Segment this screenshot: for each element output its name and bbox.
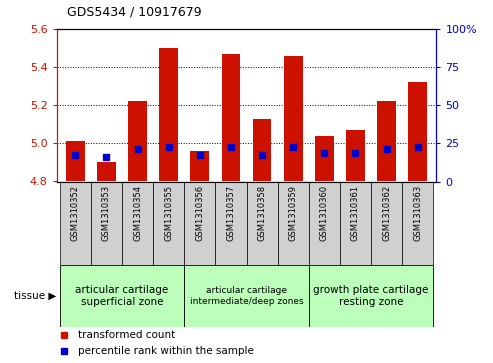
Text: GSM1310355: GSM1310355	[164, 185, 173, 241]
Text: GSM1310363: GSM1310363	[413, 185, 422, 241]
Text: growth plate cartilage
resting zone: growth plate cartilage resting zone	[313, 285, 428, 307]
Bar	[60, 182, 91, 265]
Text: GSM1310361: GSM1310361	[351, 185, 360, 241]
Text: GSM1310354: GSM1310354	[133, 185, 142, 241]
Bar	[184, 265, 309, 327]
Bar	[97, 162, 116, 182]
Bar	[222, 54, 240, 182]
Bar	[278, 182, 309, 265]
Bar	[402, 182, 433, 265]
Text: GSM1310352: GSM1310352	[71, 185, 80, 241]
Text: GDS5434 / 10917679: GDS5434 / 10917679	[67, 5, 201, 18]
Bar	[309, 265, 433, 327]
Bar	[246, 182, 278, 265]
Text: tissue ▶: tissue ▶	[14, 291, 57, 301]
Bar	[91, 182, 122, 265]
Bar	[128, 101, 147, 182]
Bar	[284, 56, 303, 182]
Bar	[153, 182, 184, 265]
Bar	[371, 182, 402, 265]
Text: GSM1310362: GSM1310362	[382, 185, 391, 241]
Bar	[346, 130, 365, 182]
Bar	[66, 142, 85, 182]
Bar	[253, 119, 271, 182]
Text: GSM1310356: GSM1310356	[195, 185, 204, 241]
Text: transformed count: transformed count	[77, 330, 175, 340]
Bar	[340, 182, 371, 265]
Bar	[315, 136, 334, 182]
Bar	[215, 182, 246, 265]
Bar	[122, 182, 153, 265]
Text: GSM1310357: GSM1310357	[226, 185, 236, 241]
Bar	[159, 48, 178, 182]
Bar	[60, 265, 184, 327]
Bar	[184, 182, 215, 265]
Text: articular cartilage
superficial zone: articular cartilage superficial zone	[75, 285, 169, 307]
Text: GSM1310353: GSM1310353	[102, 185, 111, 241]
Text: articular cartilage
intermediate/deep zones: articular cartilage intermediate/deep zo…	[190, 286, 303, 306]
Bar	[309, 182, 340, 265]
Text: GSM1310359: GSM1310359	[289, 185, 298, 241]
Bar	[408, 82, 427, 182]
Bar	[377, 101, 396, 182]
Text: percentile rank within the sample: percentile rank within the sample	[77, 346, 253, 356]
Text: GSM1310358: GSM1310358	[257, 185, 267, 241]
Text: GSM1310360: GSM1310360	[320, 185, 329, 241]
Bar	[190, 151, 209, 182]
